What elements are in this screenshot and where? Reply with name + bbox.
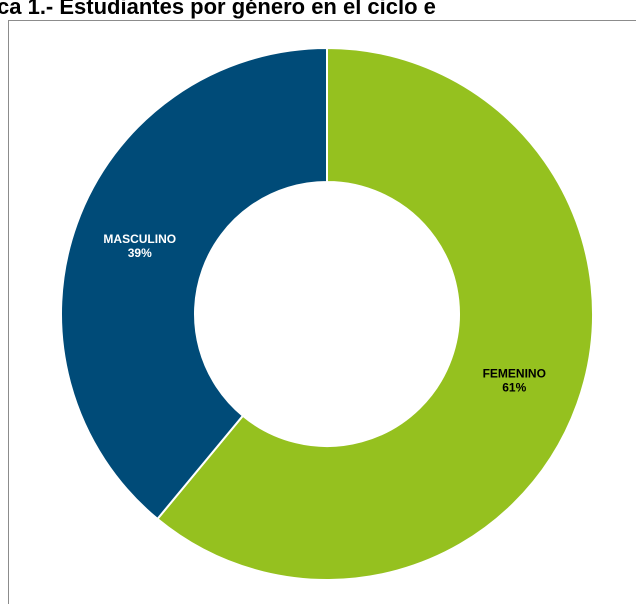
slice-value-label: 39% — [128, 246, 152, 260]
donut-slice — [60, 46, 328, 521]
chart-title: ca 1.- Estudiantes por género en el cicl… — [0, 0, 436, 19]
donut-slice — [156, 46, 594, 581]
slice-category-label: FEMENINO — [483, 367, 546, 381]
slice-category-label: MASCULINO — [103, 232, 176, 246]
slice-value-label: 61% — [502, 381, 526, 395]
